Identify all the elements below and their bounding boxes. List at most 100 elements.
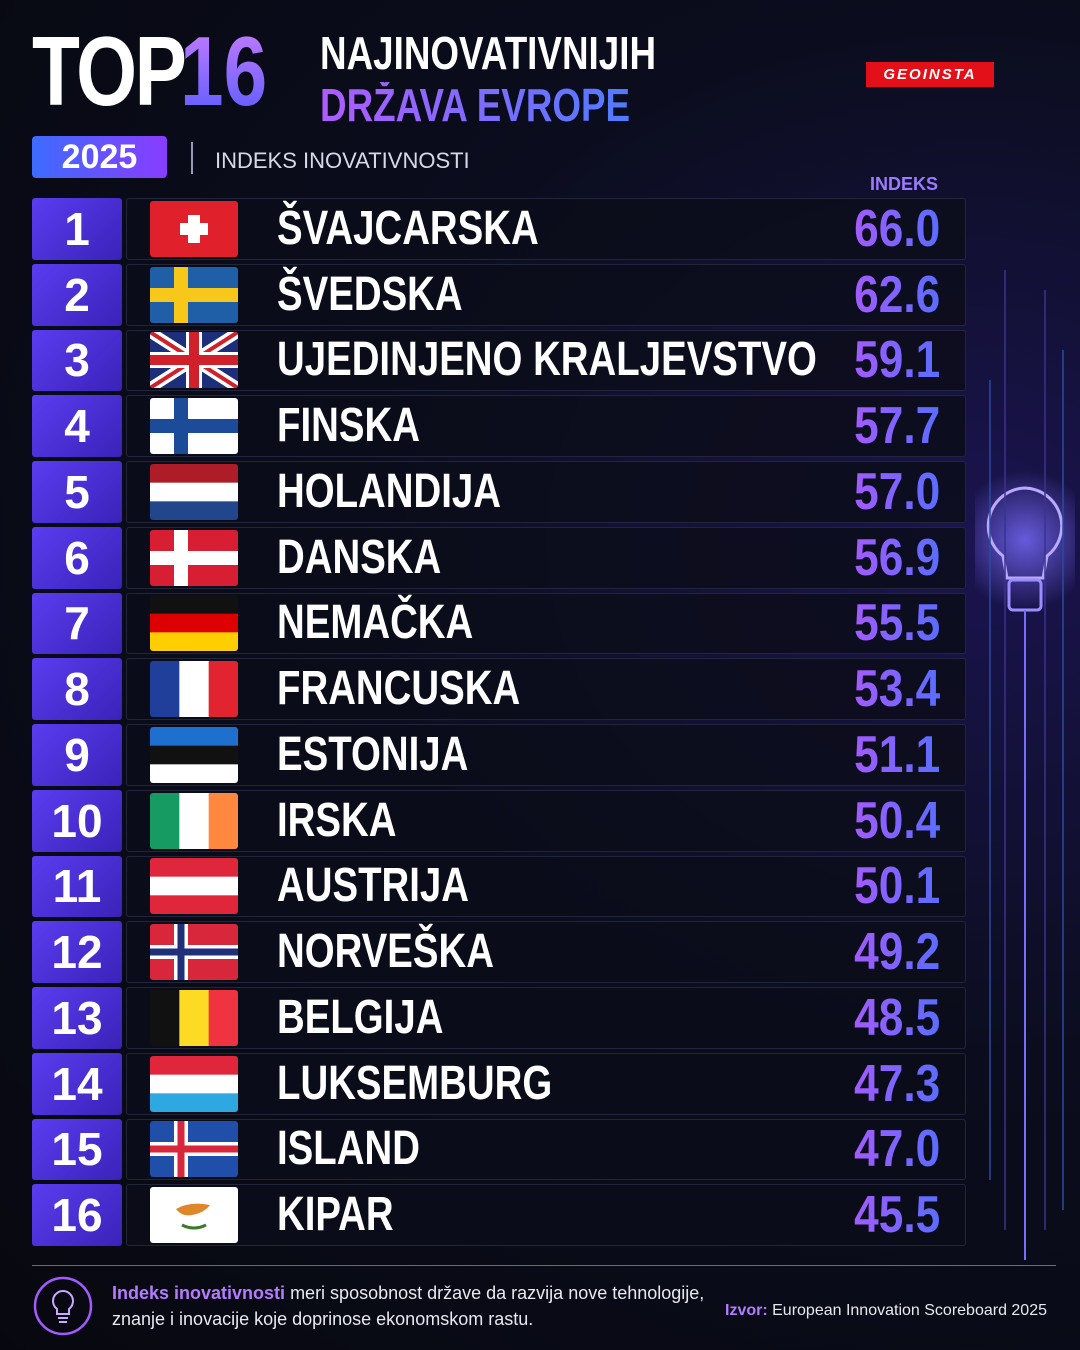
country-name: IRSKA bbox=[277, 793, 397, 847]
rank-cell: 13 bbox=[32, 987, 122, 1049]
flag-shape bbox=[150, 745, 238, 765]
index-value: 50.1 bbox=[853, 857, 940, 916]
flag-shape bbox=[208, 989, 238, 1046]
rank-cell: 2 bbox=[32, 263, 122, 326]
country-name: KIPAR bbox=[277, 1188, 394, 1242]
flag-shape bbox=[150, 895, 238, 915]
flag-shape bbox=[150, 877, 238, 897]
flag-shape bbox=[150, 948, 238, 956]
flag bbox=[150, 332, 238, 389]
index-value: 66.0 bbox=[853, 199, 940, 258]
source-label: Izvor: bbox=[725, 1302, 768, 1319]
icon-bulb bbox=[52, 1289, 74, 1323]
table-row bbox=[126, 461, 966, 523]
table-row bbox=[126, 658, 966, 720]
separator bbox=[191, 142, 193, 174]
country-name: BELGIJA bbox=[277, 990, 444, 1044]
country-name: UJEDINJENO KRALJEVSTVO bbox=[277, 333, 817, 387]
flag bbox=[150, 989, 238, 1046]
rank-cell: 11 bbox=[32, 855, 122, 918]
country-name: DANSKA bbox=[277, 530, 442, 584]
country-name: FRANCUSKA bbox=[277, 662, 521, 716]
country-name: FINSKA bbox=[277, 399, 420, 453]
flag bbox=[150, 595, 238, 652]
flag bbox=[150, 463, 238, 520]
index-value: 53.4 bbox=[853, 660, 940, 719]
table-row bbox=[126, 526, 966, 589]
flag-shape bbox=[150, 989, 180, 1046]
flag bbox=[150, 924, 238, 981]
index-value: 50.4 bbox=[853, 791, 940, 850]
flag bbox=[150, 266, 238, 323]
source: Izvor: European Innovation Scoreboard 20… bbox=[725, 1302, 1047, 1320]
table-row bbox=[126, 329, 966, 392]
title-line: DRŽAVA EVROPE bbox=[320, 79, 631, 131]
brand-logo: GEOINSTA bbox=[866, 62, 994, 87]
flag-shape bbox=[150, 1145, 238, 1153]
flag bbox=[150, 661, 238, 718]
index-value: 55.5 bbox=[853, 594, 940, 653]
index-value: 47.0 bbox=[853, 1120, 940, 1179]
country-name: ISLAND bbox=[277, 1122, 420, 1176]
flag-shape bbox=[181, 1223, 207, 1230]
flag-shape bbox=[150, 661, 180, 718]
rank-cell: 9 bbox=[32, 724, 122, 786]
flag-shape bbox=[150, 792, 180, 849]
rank-cell: 4 bbox=[32, 395, 122, 457]
flag bbox=[150, 858, 238, 915]
index-value: 47.3 bbox=[853, 1054, 940, 1113]
rank-cell: 1 bbox=[32, 198, 122, 260]
index-value: 56.9 bbox=[853, 528, 940, 587]
flag-shape bbox=[179, 989, 210, 1046]
rank-cell: 3 bbox=[32, 329, 122, 392]
index-value: 57.7 bbox=[853, 397, 940, 456]
table-row bbox=[126, 921, 966, 983]
flag-shape bbox=[150, 614, 238, 634]
flag-shape bbox=[150, 1055, 238, 1075]
year-badge: 2025 bbox=[32, 136, 167, 178]
index-value: 45.5 bbox=[853, 1186, 940, 1245]
bulb-decoration bbox=[975, 270, 1075, 1260]
table-row bbox=[126, 1118, 966, 1181]
subtitle: INDEKS INOVATIVNOSTI bbox=[215, 148, 470, 173]
rank-cell: 8 bbox=[32, 658, 122, 720]
rank-cell: 10 bbox=[32, 789, 122, 852]
flag-shape bbox=[150, 501, 238, 520]
country-name: HOLANDIJA bbox=[277, 464, 502, 518]
table-row bbox=[126, 855, 966, 918]
index-value: 48.5 bbox=[853, 988, 940, 1047]
country-name: ESTONIJA bbox=[277, 727, 469, 781]
table-row bbox=[126, 789, 966, 852]
country-name: NORVEŠKA bbox=[277, 925, 494, 979]
flag-shape bbox=[150, 764, 238, 783]
flag-shape bbox=[150, 632, 238, 652]
table-row bbox=[126, 1184, 966, 1246]
note-text: meri sposobnost države da razvija nove t… bbox=[112, 1283, 705, 1329]
index-value: 62.6 bbox=[853, 265, 940, 324]
footnote: Indeks inovativnosti meri sposobnost drž… bbox=[112, 1280, 712, 1332]
index-value: 57.0 bbox=[853, 462, 940, 521]
flag-shape bbox=[150, 482, 238, 502]
table-row bbox=[126, 1052, 966, 1115]
country-name: LUKSEMBURG bbox=[277, 1056, 553, 1110]
icon-ring bbox=[33, 1276, 93, 1336]
title-number: 16 bbox=[180, 16, 268, 126]
flag-shape bbox=[176, 1203, 210, 1216]
bulb bbox=[986, 486, 1064, 580]
flag-shape bbox=[150, 595, 238, 615]
flag bbox=[150, 1055, 238, 1112]
divider bbox=[32, 1265, 1056, 1266]
flag-shape bbox=[150, 858, 238, 878]
rank-cell: 5 bbox=[32, 461, 122, 523]
rank-cell: 12 bbox=[32, 921, 122, 983]
flag bbox=[150, 726, 238, 783]
country-name: ŠVAJCARSKA bbox=[277, 201, 539, 255]
flag bbox=[150, 529, 238, 586]
index-value: 51.1 bbox=[853, 725, 940, 784]
rank-cell: 6 bbox=[32, 526, 122, 589]
flag-shape bbox=[150, 463, 238, 484]
country-name: NEMAČKA bbox=[277, 596, 474, 650]
flag-shape bbox=[150, 550, 238, 565]
flag-shape bbox=[150, 419, 238, 434]
